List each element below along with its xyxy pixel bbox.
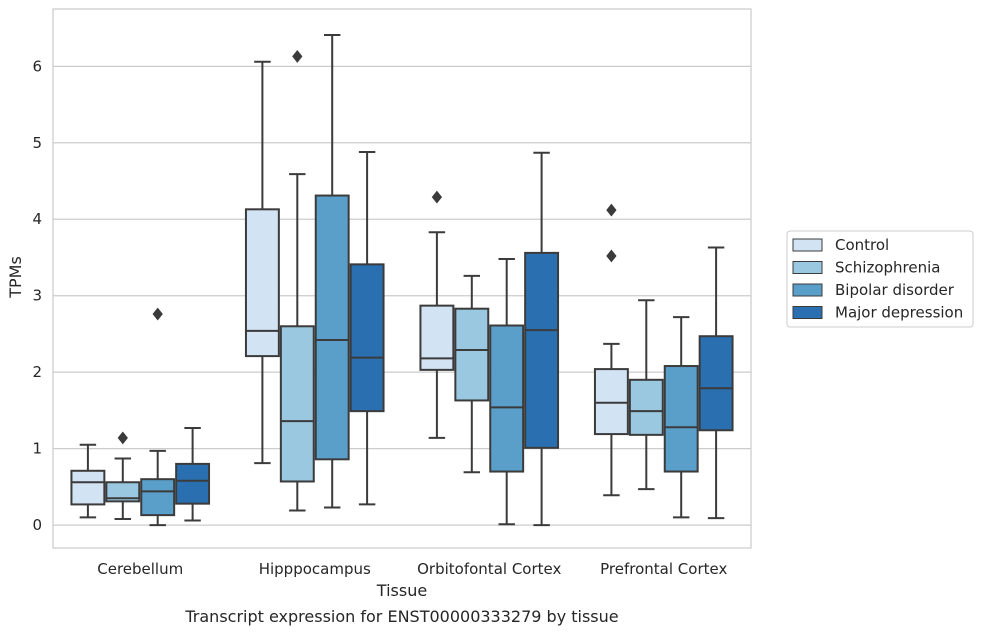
legend-swatch-2 [792,283,823,297]
chart-caption: Transcript expression for ENST0000033327… [184,607,618,626]
outlier-3-0-1 [606,203,617,217]
y-tick-label-3: 3 [32,287,42,305]
box-groups [70,33,734,527]
box-body-2-0 [419,304,455,371]
y-tick-label-4: 4 [32,210,42,228]
box-3-0 [593,203,629,497]
box-0-1 [105,431,141,520]
box-body-1-0 [244,208,280,358]
outlier-3-0-0 [606,249,617,263]
legend-label-0: Control [835,236,889,254]
legend-label-1: Schizophrenia [835,259,940,277]
x-tick-labels: Cerebellum Hipppocampus Orbitofontal Corte… [97,560,727,578]
box-1-0 [244,60,280,465]
x-tick-label-2: Orbitofontal Cortex [417,560,561,578]
y-tick-label-5: 5 [32,134,42,152]
box-1-3 [349,150,385,506]
y-tick-label-1: 1 [32,440,42,458]
box-body-0-3 [175,462,211,505]
box-0-2 [140,307,176,527]
legend: Control Schizophrenia Bipolar disorder Majo… [786,230,974,328]
plot-frame [52,8,752,549]
box-body-3-2 [663,365,699,473]
box-3-1 [628,299,664,491]
box-body-1-1 [279,325,315,483]
legend-frame [786,230,974,328]
y-axis-label: TPMs [6,256,25,299]
box-body-3-0 [593,368,629,436]
box-0-0 [70,443,106,519]
outlier-2-0-0 [431,190,443,204]
box-body-0-2 [140,478,176,517]
x-tick-label-0: Cerebellum [97,560,183,578]
box-body-2-2 [489,324,525,473]
y-tick-labels: 0 1 2 3 4 5 6 [32,57,42,534]
outlier-0-1-0 [117,431,128,445]
outlier-0-2-0 [152,307,163,321]
box-body-2-1 [454,307,490,402]
box-3-2 [663,316,699,519]
y-tick-label-2: 2 [32,363,42,381]
box-1-2 [314,33,350,509]
outlier-1-1-0 [292,49,303,63]
x-tick-label-3: Prefrontal Cortex [600,560,727,578]
box-2-3 [524,151,560,527]
box-0-3 [175,426,211,522]
box-body-2-3 [524,251,560,449]
legend-swatch-0 [792,238,823,252]
legend-swatch-1 [792,261,823,274]
y-tick-label-6: 6 [32,57,42,75]
box-body-0-1 [105,481,141,503]
x-tick-label-1: Hipppocampus [259,560,371,578]
box-2-0 [419,190,455,439]
grid-lines [53,65,751,526]
box-body-1-3 [349,263,385,413]
box-1-1 [279,49,315,512]
box-body-1-2 [314,194,350,461]
box-3-3 [698,246,734,520]
box-2-1 [454,274,490,474]
legend-swatch-3 [792,306,823,319]
box-body-3-1 [628,378,664,436]
x-axis-label: Tissue [376,581,427,600]
box-2-2 [489,258,525,526]
box-body-0-0 [70,469,106,506]
legend-label-2: Bipolar disorder [835,281,955,299]
y-tick-label-0: 0 [32,516,42,534]
box-body-3-3 [698,335,734,432]
legend-label-3: Major depression [835,304,963,322]
